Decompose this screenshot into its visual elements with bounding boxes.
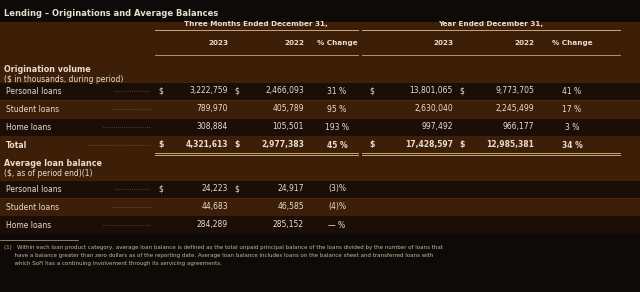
Text: Personal loans: Personal loans: [6, 86, 61, 95]
Text: Year Ended December 31,: Year Ended December 31,: [438, 21, 543, 27]
Text: $: $: [234, 185, 239, 194]
Text: $: $: [158, 185, 163, 194]
Text: $: $: [158, 86, 163, 95]
Bar: [0, 0, 640, 22]
Text: 45 %: 45 %: [326, 140, 348, 150]
Text: 2,466,093: 2,466,093: [265, 86, 304, 95]
Text: % Change: % Change: [552, 40, 592, 46]
Text: ($, as of period end)(1): ($, as of period end)(1): [4, 169, 93, 178]
Text: which SoFi has a continuing involvement through its servicing agreements.: which SoFi has a continuing involvement …: [4, 260, 222, 265]
Text: $: $: [459, 86, 464, 95]
Text: $: $: [369, 86, 374, 95]
Bar: [0, 58, 640, 82]
Text: 285,152: 285,152: [273, 220, 304, 230]
Text: 2023: 2023: [433, 40, 453, 46]
Text: Home loans: Home loans: [6, 220, 51, 230]
Text: 41 %: 41 %: [563, 86, 582, 95]
Text: Average loan balance: Average loan balance: [4, 159, 102, 168]
Text: 24,223: 24,223: [202, 185, 228, 194]
Text: 9,773,705: 9,773,705: [495, 86, 534, 95]
Text: Student loans: Student loans: [6, 105, 59, 114]
Text: 405,789: 405,789: [273, 105, 304, 114]
Text: % Change: % Change: [317, 40, 357, 46]
Text: 966,177: 966,177: [502, 123, 534, 131]
Bar: [0, 22, 640, 58]
Text: — %: — %: [328, 220, 346, 230]
Bar: [0, 154, 640, 180]
Text: 284,289: 284,289: [197, 220, 228, 230]
Text: 24,917: 24,917: [278, 185, 304, 194]
Text: 3 %: 3 %: [565, 123, 579, 131]
Text: Home loans: Home loans: [6, 123, 51, 131]
Text: 997,492: 997,492: [422, 123, 453, 131]
Text: 2022: 2022: [514, 40, 534, 46]
Bar: [0, 180, 640, 198]
Text: 17 %: 17 %: [563, 105, 582, 114]
Text: 95 %: 95 %: [328, 105, 347, 114]
Text: 2,245,499: 2,245,499: [495, 105, 534, 114]
Text: 105,501: 105,501: [273, 123, 304, 131]
Text: 3,222,759: 3,222,759: [189, 86, 228, 95]
Text: 2023: 2023: [208, 40, 228, 46]
Text: $: $: [459, 140, 465, 150]
Text: $: $: [158, 140, 163, 150]
Text: 193 %: 193 %: [325, 123, 349, 131]
Text: 2,977,383: 2,977,383: [261, 140, 304, 150]
Text: Three Months Ended December 31,: Three Months Ended December 31,: [184, 21, 328, 27]
Text: $: $: [234, 140, 239, 150]
Text: 46,585: 46,585: [277, 202, 304, 211]
Text: (1)   Within each loan product category, average loan balance is defined as the : (1) Within each loan product category, a…: [4, 244, 443, 249]
Text: Personal loans: Personal loans: [6, 185, 61, 194]
Bar: [0, 118, 640, 136]
Bar: [0, 198, 640, 216]
Text: Student loans: Student loans: [6, 202, 59, 211]
Text: $: $: [234, 86, 239, 95]
Text: Total: Total: [6, 140, 28, 150]
Bar: [0, 82, 640, 100]
Text: 44,683: 44,683: [202, 202, 228, 211]
Bar: [0, 136, 640, 154]
Text: Lending – Originations and Average Balances: Lending – Originations and Average Balan…: [4, 8, 218, 18]
Text: (4)%: (4)%: [328, 202, 346, 211]
Text: 789,970: 789,970: [196, 105, 228, 114]
Text: 12,985,381: 12,985,381: [486, 140, 534, 150]
Text: 308,884: 308,884: [196, 123, 228, 131]
Text: 4,321,613: 4,321,613: [186, 140, 228, 150]
Text: 2022: 2022: [284, 40, 304, 46]
Text: (3)%: (3)%: [328, 185, 346, 194]
Text: 34 %: 34 %: [562, 140, 582, 150]
Text: have a balance greater than zero dollars as of the reporting date. Average loan : have a balance greater than zero dollars…: [4, 253, 433, 258]
Text: Origination volume: Origination volume: [4, 65, 91, 74]
Text: 13,801,065: 13,801,065: [410, 86, 453, 95]
Bar: [0, 216, 640, 234]
Text: ($ in thousands, during period): ($ in thousands, during period): [4, 74, 124, 84]
Text: 17,428,597: 17,428,597: [405, 140, 453, 150]
Text: $: $: [369, 140, 374, 150]
Text: 2,630,040: 2,630,040: [414, 105, 453, 114]
Bar: [0, 100, 640, 118]
Text: 31 %: 31 %: [328, 86, 347, 95]
